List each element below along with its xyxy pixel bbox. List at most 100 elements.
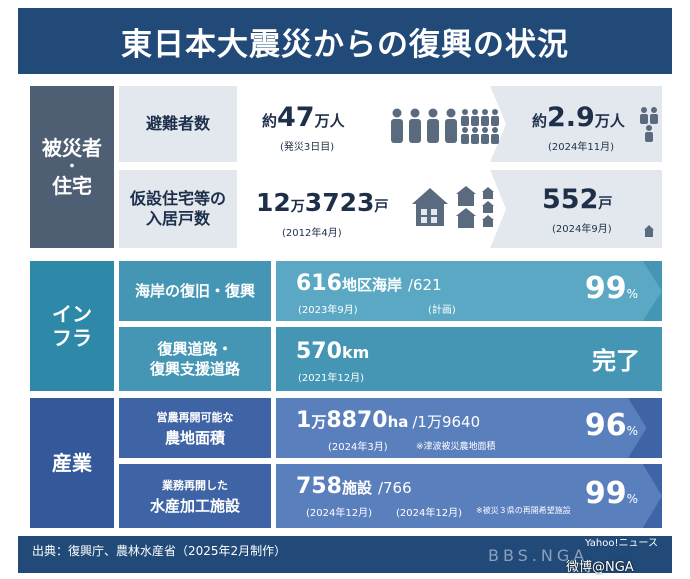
- temp-housing-after-unit: 戸: [598, 196, 613, 212]
- watermark: BBS.NGA: [488, 546, 589, 565]
- evacuees-before-note: (発災3日目): [280, 142, 335, 153]
- credit: Yahoo!ニュース: [585, 538, 658, 550]
- evacuees-after: 約2.9万人: [532, 102, 625, 133]
- farmland-value-a: 1: [296, 408, 312, 433]
- evacuees-label: 避難者数: [119, 86, 237, 162]
- category-housing-line1: 被災者: [42, 136, 102, 160]
- farmland-value-note: (2024年3月): [328, 442, 388, 453]
- fishery-value: 758施設/766: [296, 474, 412, 499]
- category-industry-text: 産業: [52, 451, 92, 475]
- fishery-value-unit: 施設: [341, 479, 372, 497]
- temp-housing-after: 552戸: [542, 184, 612, 215]
- coast-value: 616地区海岸/621: [296, 271, 442, 296]
- farmland-label-line1: 営農再開可能な: [156, 411, 234, 424]
- coast-percent: 99%: [585, 271, 638, 306]
- evacuees-before-prefix: 約: [262, 112, 278, 130]
- coast-total: /621: [407, 276, 442, 294]
- category-housing-line2: 住宅: [52, 174, 92, 198]
- temp-housing-before-unit-b: 戸: [374, 199, 389, 215]
- category-industry: 産業: [30, 398, 114, 528]
- roads-label: 復興道路・ 復興支援道路: [119, 327, 271, 391]
- roads-value-number: 570: [296, 339, 342, 364]
- fishery-percent-sign: %: [626, 492, 638, 506]
- temp-housing-before-value-a: 12: [256, 188, 291, 217]
- temp-housing-before-note: (2012年4月): [282, 228, 342, 239]
- coast-label: 海岸の復旧・復興: [119, 261, 271, 321]
- farmland-unit-b: ha: [387, 413, 409, 431]
- fishery-progress-bar: [276, 464, 662, 528]
- temp-housing-before-value-b: 3723: [304, 188, 375, 217]
- coast-value-note: (2023年9月): [298, 305, 358, 316]
- weibo-watermark: 微博@NGA: [566, 560, 634, 575]
- infographic-frame: 東日本大震災からの復興の状況 被災者 ・ 住宅 避難者数 約47万人 (発災3日…: [18, 8, 672, 575]
- roads-value: 570km: [296, 339, 369, 364]
- category-infrastructure-line2: フラ: [52, 326, 92, 350]
- fishery-label: 業務再開した 水産加工施設: [119, 464, 271, 528]
- category-infrastructure: イン フラ: [30, 261, 114, 391]
- coast-value-unit: 地区海岸: [341, 276, 402, 294]
- temp-housing-after-value: 552: [542, 184, 599, 215]
- evacuees-label-text: 避難者数: [145, 114, 210, 133]
- farmland-total-note: ※津波被災農地面積: [416, 442, 496, 452]
- coast-percent-sign: %: [626, 287, 638, 301]
- evacuees-after-unit: 万人: [594, 112, 625, 130]
- coast-data: 616地区海岸/621 (2023年9月) (計画) 99%: [276, 261, 662, 321]
- temp-housing-after-note: (2024年9月): [552, 224, 612, 235]
- temp-housing-before: 12万3723戸: [256, 188, 388, 217]
- temp-housing-label: 仮設住宅等の 入居戸数: [119, 170, 237, 248]
- fishery-label-line2: 水産加工施設: [149, 497, 240, 515]
- evacuees-data: 約47万人 (発災3日目): [242, 86, 662, 162]
- fishery-percent-value: 99: [584, 476, 627, 511]
- category-infrastructure-line1: イン: [52, 302, 92, 326]
- coast-label-text: 海岸の復旧・復興: [134, 282, 255, 300]
- roads-data: 570km (2021年12月) 完了: [276, 327, 662, 391]
- content-panel: 被災者 ・ 住宅 避難者数 約47万人 (発災3日目): [18, 74, 672, 536]
- category-housing-dot: ・: [65, 159, 79, 175]
- page-title: 東日本大震災からの復興の状況: [121, 26, 569, 63]
- fishery-value-note: (2024年12月): [306, 508, 372, 519]
- evacuees-before-unit: 万人: [314, 112, 345, 130]
- people-large-icon: [390, 108, 500, 148]
- people-small-icon: [640, 106, 658, 146]
- farmland-unit-a: 万: [311, 413, 327, 431]
- evacuees-after-prefix: 約: [532, 112, 548, 130]
- farmland-label: 営農再開可能な 農地面積: [119, 398, 271, 458]
- farmland-percent-sign: %: [626, 424, 638, 438]
- roads-label-line1: 復興道路・: [157, 340, 233, 358]
- temp-housing-data: 12万3723戸 (2012年4月): [242, 170, 662, 248]
- evacuees-after-value: 2.9: [547, 102, 595, 133]
- fishery-total-note1: (2024年12月): [396, 508, 462, 519]
- farmland-label-line2: 農地面積: [164, 429, 225, 447]
- house-small-icon: [644, 222, 654, 241]
- roads-note: (2021年12月): [298, 373, 364, 384]
- source-note: 出典：復興庁、農林水産省（2025年2月制作）: [32, 544, 287, 558]
- coast-total-note: (計画): [428, 305, 456, 316]
- category-housing: 被災者 ・ 住宅: [30, 86, 114, 248]
- farmland-percent-value: 96: [584, 408, 627, 443]
- coast-progress-bar: [276, 261, 662, 321]
- temp-housing-label-line1: 仮設住宅等の: [129, 189, 226, 208]
- temp-housing-before-arrow: [242, 170, 506, 248]
- roads-value-unit: km: [341, 343, 370, 362]
- evacuees-after-note: (2024年11月): [548, 142, 614, 153]
- fishery-data: 758施設/766 (2024年12月) (2024年12月) ※被災３県の再開…: [276, 464, 662, 528]
- farmland-progress-bar: [276, 398, 647, 458]
- fishery-label-line1: 業務再開した: [162, 479, 228, 492]
- coast-percent-value: 99: [584, 271, 627, 306]
- farmland-data: 1万8870ha/1万9640 (2024年3月) ※津波被災農地面積 96%: [276, 398, 662, 458]
- farmland-percent: 96%: [585, 408, 638, 443]
- farmland-total: /1万9640: [412, 413, 481, 431]
- farmland-value-b: 8870: [326, 408, 388, 433]
- roads-status: 完了: [592, 347, 640, 375]
- roads-label-line2: 復興支援道路: [149, 360, 240, 378]
- coast-value-number: 616: [296, 271, 342, 296]
- evacuees-before-value: 47: [277, 102, 315, 133]
- evacuees-before: 約47万人: [262, 102, 345, 133]
- fishery-value-number: 758: [296, 474, 342, 499]
- houses-icon: [410, 182, 498, 242]
- credit-line1: Yahoo!ニュース: [585, 538, 658, 549]
- fishery-total-note2: ※被災３県の再開希望施設: [476, 506, 571, 515]
- fishery-total: /766: [377, 479, 412, 497]
- temp-housing-before-unit-a: 万: [290, 199, 305, 215]
- temp-housing-label-line2: 入居戸数: [145, 209, 210, 228]
